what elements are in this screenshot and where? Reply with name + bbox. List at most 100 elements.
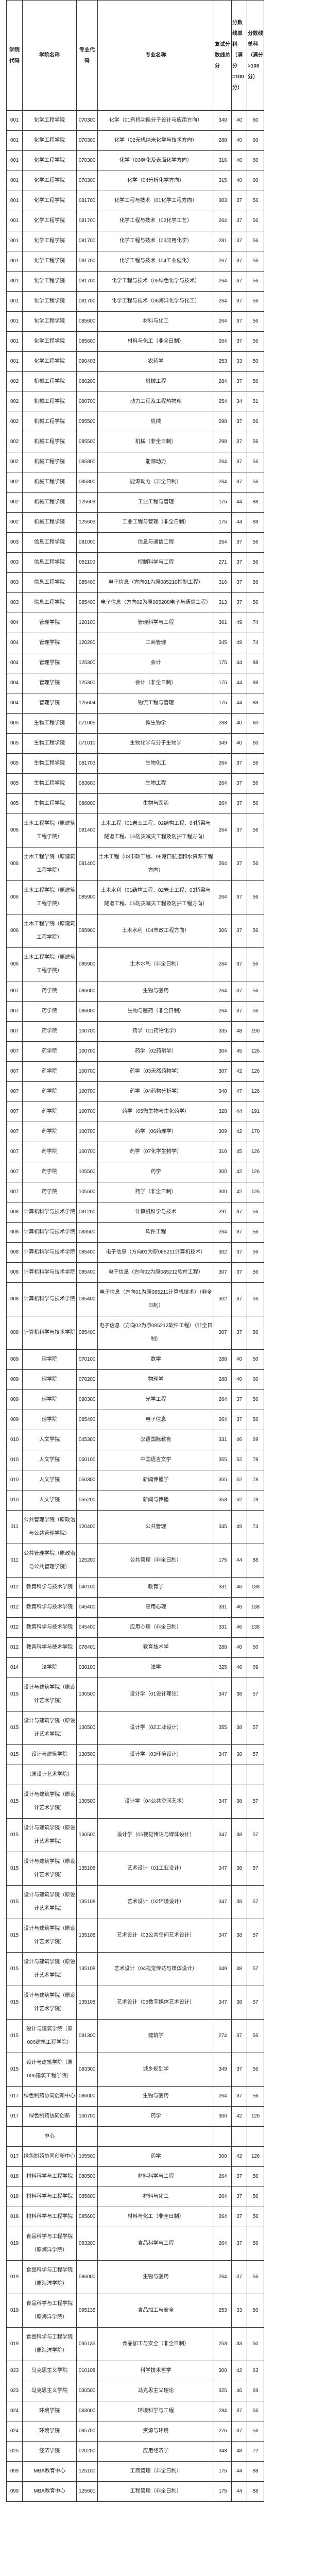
- cell-college-code: 007: [6, 1182, 23, 1202]
- table-row: 009 理学院 070100 数学 288 40 60: [6, 1349, 264, 1370]
- cell-college-code: 009: [6, 1410, 23, 1430]
- cell-single-subject-100: 40: [231, 130, 247, 151]
- cell-major-code: 130500: [76, 1785, 98, 1819]
- table-row: 009 理学院 070200 物理学 288 40 60: [6, 1369, 264, 1390]
- cell-major-name: 资源与环境: [97, 2421, 214, 2442]
- table-row: 019 食品科学与工程学院（原海洋学院） 095135 食品加工与安全 253 33 50: [6, 2294, 264, 2328]
- cell-college-name: 设计与建筑学院（原设计艺术学院）: [22, 1986, 77, 2020]
- cell-major-name: 生物与医药（非全日制）: [97, 1001, 214, 1022]
- cell-single-subject-100: 37: [231, 1001, 247, 1022]
- cell-college-name: 计算机科学与技术学院: [22, 1242, 77, 1263]
- table-row: 010 人文学院 055200 新闻与传播 358 52 78: [6, 1490, 264, 1511]
- cell-single-subject-over-100: 126: [247, 1041, 264, 1062]
- cell-single-subject-over-100: 69: [247, 2381, 264, 2401]
- cell-single-subject-over-100: 60: [247, 1637, 264, 1658]
- cell-single-subject-100: 37: [231, 331, 247, 352]
- cell-college-name: 设计与建筑学院（原设计艺术学院）: [22, 1677, 77, 1711]
- cell-single-subject-over-100: 56: [247, 1202, 264, 1223]
- table-row: 007 药学院 105500 药学 300 42 126: [6, 1162, 264, 1182]
- table-row: 009 理学院 085400 电子信息 264 37 56: [6, 1410, 264, 1430]
- cell-college-code: 017: [6, 2086, 23, 2107]
- cell-college-name: 设计与建筑学院（原设计艺术学院）: [22, 1952, 77, 1986]
- cell-total-score: 175: [214, 2481, 232, 2502]
- cell-total-score: 175: [214, 653, 232, 673]
- cell-major-code: 045300: [76, 1430, 98, 1450]
- cell-single-subject-100: 37: [231, 211, 247, 231]
- cell-single-subject-over-100: 57: [247, 1919, 264, 1953]
- cell-single-subject-100: 40: [231, 733, 247, 754]
- cell-total-score: 264: [214, 452, 232, 472]
- table-row: 018 材料科学与工程学院 085600 材料与化工 264 37 56: [6, 2187, 264, 2207]
- table-row: 008 计算机科学与技术学院 085400 电子信息（方向01为原085211计算机技…: [6, 1242, 264, 1263]
- cell-single-subject-over-100: 56: [247, 1282, 264, 1316]
- cell-single-subject-over-100: 51: [247, 392, 264, 412]
- cell-single-subject-100: 44: [231, 492, 247, 513]
- cell-single-subject-100: 42: [231, 2146, 247, 2167]
- cell-major-name: 新闻传播学: [97, 1470, 214, 1490]
- cell-college-name: 食品科学与工程学院（原海洋学院）: [22, 2294, 77, 2328]
- cell-college-code: 002: [6, 512, 23, 533]
- cell-total-score: 347: [214, 1885, 232, 1919]
- cell-single-subject-over-100: 56: [247, 1001, 264, 1022]
- cell-major-code: 125603: [76, 492, 98, 513]
- cell-single-subject-over-100: 56: [247, 2166, 264, 2187]
- cell-major-code: 085400: [76, 572, 98, 593]
- cell-single-subject-over-100: 56: [247, 2207, 264, 2227]
- cell-college-code: 002: [6, 432, 23, 452]
- table-row: 002 机械工程学院 085500 机械（非全日制） 298 37 56: [6, 432, 264, 452]
- cell-major-name: 化学（02无机纳米化学与技术方向）: [97, 130, 214, 151]
- cell-total-score: 302: [214, 1242, 232, 1263]
- cell-major-code: 081700: [76, 251, 98, 272]
- cell-major-code: 130500: [76, 1744, 98, 1765]
- cell-college-name: MBA教育中心: [22, 2481, 77, 2502]
- cell-total-score: 349: [214, 733, 232, 754]
- cell-major-code: 083600: [76, 773, 98, 794]
- cell-single-subject-over-100: 88: [247, 1544, 264, 1578]
- cell-major-name: 药学（01药物化学）: [97, 1021, 214, 1042]
- cell-single-subject-over-100: 60: [247, 733, 264, 754]
- cell-major-code: 080700: [76, 392, 98, 412]
- cell-single-subject-over-100: 190: [247, 1021, 264, 1042]
- cell-total-score: 307: [214, 1316, 232, 1350]
- cell-total-score: 291: [214, 1202, 232, 1223]
- cell-single-subject-over-100: 56: [247, 452, 264, 472]
- cell-college-name: 土木工程学院（原建筑工程学院）: [22, 814, 77, 848]
- cell-college-name: 中心: [22, 2126, 77, 2147]
- cell-major-name: 药学（07化学生物学）: [97, 1142, 214, 1162]
- cell-college-code: 011: [6, 1544, 23, 1578]
- table-row: （原设计艺术学院）: [6, 1765, 264, 1785]
- cell-single-subject-over-100: 63: [247, 2361, 264, 2381]
- cell-single-subject-100: 44: [231, 1101, 247, 1122]
- cell-college-code: 017: [6, 2146, 23, 2167]
- cell-college-name: 机械工程学院: [22, 412, 77, 432]
- cell-major-name: 药学: [97, 1162, 214, 1182]
- cell-single-subject-100: 40: [231, 1369, 247, 1390]
- cell-single-subject-over-100: 56: [247, 2019, 264, 2053]
- cell-college-code: 001: [6, 271, 23, 292]
- cell-major-code: 070300: [76, 110, 98, 131]
- cell-college-name: 设计与建筑学院（原006建筑工程学院）: [22, 2053, 77, 2087]
- cell-college-code: 025: [6, 2441, 23, 2462]
- cell-college-code: 019: [6, 2294, 23, 2328]
- cell-single-subject-over-100: 57: [247, 1885, 264, 1919]
- table-row: 015 设计与建筑学院（原设计艺术学院） 135108 艺术设计（02环境设计） 347…: [6, 1885, 264, 1919]
- cell-single-subject-over-100: 56: [247, 1389, 264, 1410]
- cell-college-code: 024: [6, 2421, 23, 2442]
- table-row: 011 公共管理学院（原政治与公共管理学院） 125200 公共管理（非全日制） 175…: [6, 1544, 264, 1578]
- cell-college-code: 015: [6, 1852, 23, 1886]
- cell-major-name: [97, 2126, 214, 2147]
- cell-college-code: 005: [6, 773, 23, 794]
- cell-major-name: 土木水利（01结构工程、02岩土工程、03桥梁与隧道工程、05防灾减灾工程及防护…: [97, 880, 214, 914]
- table-row: 008 计算机科学与技术学院 085400 电子信息（方向02为原085212软件工程…: [6, 1262, 264, 1283]
- table-row: 007 药学院 100700 药学（04药物分析学） 340 47 126: [6, 1081, 264, 1102]
- cell-single-subject-over-100: 56: [247, 981, 264, 1002]
- cell-major-name: 艺术设计（02环境设计）: [97, 1885, 214, 1919]
- table-row: 004 管理学院 120200 工商管理 345 49 74: [6, 633, 264, 653]
- cell-single-subject-over-100: 78: [247, 1470, 264, 1490]
- cell-single-subject-100: 37: [231, 1316, 247, 1350]
- cell-college-name: 药学院: [22, 1041, 77, 1062]
- cell-total-score: 300: [214, 2146, 232, 2167]
- cell-single-subject-100: 37: [231, 2019, 247, 2053]
- cell-single-subject-over-100: 56: [247, 1410, 264, 1430]
- cell-single-subject-100: 52: [231, 1490, 247, 1511]
